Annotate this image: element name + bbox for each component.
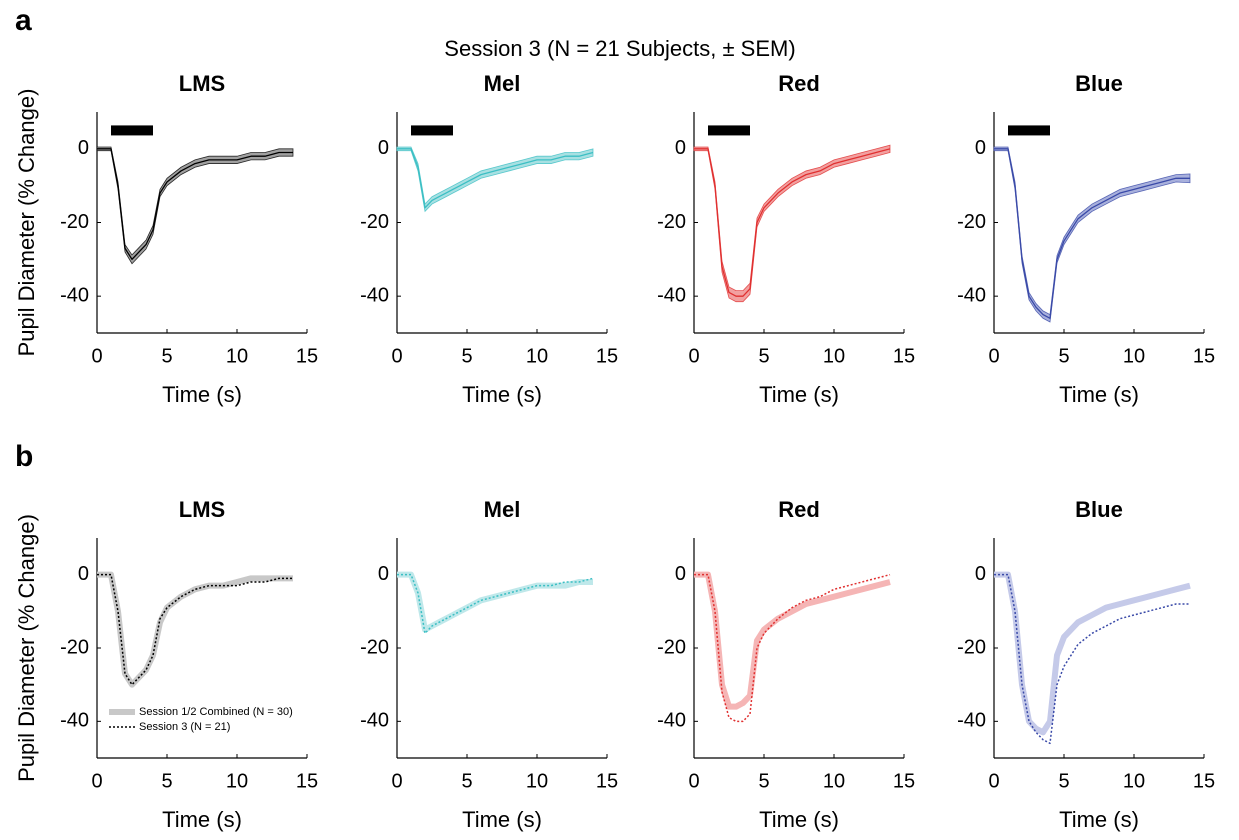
chart-title: Mel xyxy=(484,71,521,96)
x-axis-label: Time (s) xyxy=(462,807,542,832)
x-tick-label: 10 xyxy=(823,770,845,792)
y-tick-label: 0 xyxy=(378,563,389,585)
y-tick-label: -20 xyxy=(657,211,686,233)
x-tick-label: 5 xyxy=(758,345,769,367)
x-tick-label: 0 xyxy=(688,345,699,367)
y-axis-label: Pupil Diameter (% Change) xyxy=(14,89,39,357)
chart-title: Red xyxy=(778,497,820,522)
x-tick-label: 15 xyxy=(296,770,318,792)
y-tick-label: -20 xyxy=(60,211,89,233)
legend-label: Session 1/2 Combined (N = 30) xyxy=(139,706,293,718)
x-tick-label: 15 xyxy=(893,770,915,792)
x-tick-label: 10 xyxy=(526,770,548,792)
x-tick-label: 0 xyxy=(988,770,999,792)
panel-label: a xyxy=(15,4,32,37)
chart-title: Blue xyxy=(1075,497,1123,522)
x-tick-label: 15 xyxy=(596,770,618,792)
sem-band xyxy=(693,144,891,303)
x-tick-label: 5 xyxy=(1058,345,1069,367)
x-axis-label: Time (s) xyxy=(462,382,542,407)
panel-label: b xyxy=(15,440,33,473)
y-tick-label: -20 xyxy=(360,211,389,233)
y-tick-label: -20 xyxy=(60,636,89,658)
x-tick-label: 5 xyxy=(161,770,172,792)
sem-band xyxy=(96,146,294,265)
y-tick-label: 0 xyxy=(975,137,986,159)
data-line xyxy=(397,573,594,635)
chart-title: Mel xyxy=(484,497,521,522)
y-tick-label: 0 xyxy=(378,137,389,159)
x-tick-label: 15 xyxy=(1193,345,1215,367)
x-tick-label: 0 xyxy=(91,770,102,792)
x-tick-label: 10 xyxy=(226,770,248,792)
y-tick-label: 0 xyxy=(675,563,686,585)
sem-band xyxy=(993,146,1191,323)
data-line xyxy=(994,148,1190,319)
y-tick-label: -40 xyxy=(60,710,89,732)
y-tick-label: -40 xyxy=(360,710,389,732)
chart-title: LMS xyxy=(179,71,225,96)
x-axis-label: Time (s) xyxy=(1059,382,1139,407)
y-tick-label: -40 xyxy=(60,284,89,306)
x-tick-label: 10 xyxy=(526,345,548,367)
stimulus-bar xyxy=(1008,125,1050,136)
y-tick-label: -40 xyxy=(957,284,986,306)
data-line xyxy=(994,571,1191,736)
legend-label: Session 3 (N = 21) xyxy=(139,721,230,733)
y-tick-label: -20 xyxy=(957,211,986,233)
x-tick-label: 0 xyxy=(91,345,102,367)
x-axis-label: Time (s) xyxy=(759,382,839,407)
x-tick-label: 15 xyxy=(596,345,618,367)
stimulus-bar xyxy=(708,125,750,136)
x-tick-label: 0 xyxy=(391,345,402,367)
x-tick-label: 10 xyxy=(823,345,845,367)
x-tick-label: 5 xyxy=(461,345,472,367)
y-tick-label: 0 xyxy=(78,563,89,585)
data-line xyxy=(97,573,293,686)
stimulus-bar xyxy=(111,125,153,136)
y-tick-label: -40 xyxy=(957,710,986,732)
sem-band xyxy=(396,146,594,213)
y-tick-label: -40 xyxy=(657,710,686,732)
y-tick-label: -20 xyxy=(957,636,986,658)
x-tick-label: 10 xyxy=(1123,345,1145,367)
x-tick-label: 15 xyxy=(1193,770,1215,792)
x-tick-label: 10 xyxy=(1123,770,1145,792)
x-tick-label: 15 xyxy=(893,345,915,367)
x-tick-label: 0 xyxy=(391,770,402,792)
x-axis-label: Time (s) xyxy=(759,807,839,832)
x-tick-label: 5 xyxy=(461,770,472,792)
y-tick-label: 0 xyxy=(675,137,686,159)
data-line xyxy=(97,148,293,260)
x-axis-label: Time (s) xyxy=(162,382,242,407)
y-tick-label: -40 xyxy=(360,284,389,306)
x-axis-label: Time (s) xyxy=(1059,807,1139,832)
y-tick-label: 0 xyxy=(78,137,89,159)
y-axis-label: Pupil Diameter (% Change) xyxy=(14,514,39,782)
x-axis-label: Time (s) xyxy=(162,807,242,832)
y-tick-label: -20 xyxy=(360,636,389,658)
x-tick-label: 15 xyxy=(296,345,318,367)
data-line xyxy=(994,573,1190,745)
data-line xyxy=(694,571,891,710)
x-tick-label: 10 xyxy=(226,345,248,367)
x-tick-label: 5 xyxy=(1058,770,1069,792)
chart-title: LMS xyxy=(179,497,225,522)
chart-title: Blue xyxy=(1075,71,1123,96)
data-line xyxy=(397,148,594,209)
y-tick-label: -20 xyxy=(657,636,686,658)
data-line xyxy=(694,148,891,297)
y-tick-label: 0 xyxy=(975,563,986,585)
figure-title: Session 3 (N = 21 Subjects, ± SEM) xyxy=(444,36,795,61)
stimulus-bar xyxy=(411,125,453,136)
chart-title: Red xyxy=(778,71,820,96)
data-line xyxy=(694,573,891,723)
data-line xyxy=(97,571,293,688)
x-tick-label: 0 xyxy=(688,770,699,792)
y-tick-label: -40 xyxy=(657,284,686,306)
x-tick-label: 0 xyxy=(988,345,999,367)
x-tick-label: 5 xyxy=(161,345,172,367)
x-tick-label: 5 xyxy=(758,770,769,792)
